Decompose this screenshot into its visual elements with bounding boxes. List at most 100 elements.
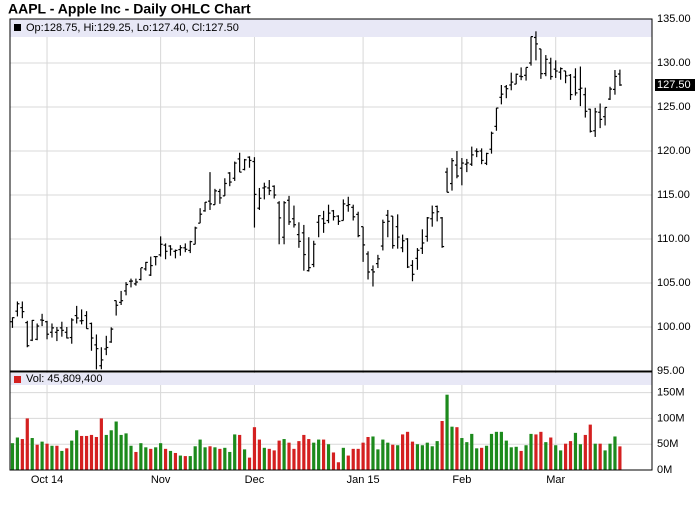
volume-bar (396, 445, 400, 470)
volume-bar (208, 446, 212, 470)
volume-bar (203, 447, 207, 470)
volume-bar (218, 448, 222, 470)
y-tick-label: 150M (657, 387, 685, 399)
volume-bar (475, 448, 479, 470)
volume-bar (455, 427, 459, 470)
volume-bar (287, 442, 291, 470)
volume-bar (272, 450, 276, 470)
volume-bar (568, 441, 573, 470)
volume-bar (40, 441, 44, 470)
volume-bar (401, 434, 405, 470)
volume-bar (336, 462, 341, 470)
info-swatch (14, 24, 21, 31)
volume-bar (70, 440, 74, 470)
y-tick-label: 100.00 (657, 321, 691, 333)
volume-bar (410, 441, 415, 470)
chart-title: AAPL - Apple Inc - Daily OHLC Chart (8, 1, 251, 17)
volume-bar (15, 437, 20, 470)
volume-bar (356, 448, 360, 470)
y-tick-label: 50M (657, 438, 678, 450)
y-tick-label: 130.00 (657, 57, 691, 69)
volume-bar (435, 441, 439, 470)
volume-bar (341, 447, 345, 470)
volume-bar (168, 450, 173, 470)
volume-bar (549, 437, 553, 470)
volume-bar (331, 452, 336, 470)
volume-bar (292, 448, 296, 470)
volume-bar (504, 440, 508, 470)
y-tick-label: 120.00 (657, 145, 691, 157)
volume-bar (154, 447, 158, 470)
volume-bar (139, 443, 143, 470)
volume-bar (297, 441, 301, 470)
volume-bar (405, 431, 410, 470)
volume-bar (608, 443, 612, 470)
volume-bar (45, 443, 49, 470)
x-tick-label: Jan 15 (347, 474, 380, 486)
volume-bar (425, 442, 429, 470)
volume-bar (198, 439, 202, 470)
volume-bar (529, 433, 533, 470)
volume-bar (119, 434, 123, 470)
volume-bar (178, 455, 182, 470)
volume-bar (247, 457, 252, 470)
volume-bar (573, 432, 578, 470)
y-tick-label: 100M (657, 412, 685, 424)
volume-bar (188, 456, 192, 470)
volume-bar (381, 439, 385, 470)
volume-bar (559, 450, 563, 470)
volume-bar (445, 394, 449, 470)
volume-bar (149, 448, 153, 470)
volume-bar (524, 445, 528, 470)
volume-bar (489, 433, 494, 470)
volume-bar (262, 447, 266, 470)
volume-bar (109, 430, 113, 470)
volume-bar (302, 434, 306, 470)
x-tick-label: Feb (452, 474, 471, 486)
volume-bar (282, 439, 286, 470)
volume-bar (470, 433, 474, 470)
volume-bar (351, 448, 355, 470)
info-strip (10, 373, 652, 385)
volume-bar (391, 444, 395, 470)
y-tick-label: 125.00 (657, 101, 691, 113)
volume-bar (159, 443, 163, 470)
volume-bar (460, 438, 464, 470)
x-tick-label: Nov (151, 474, 171, 486)
info-swatch (14, 376, 21, 383)
y-tick-label: 0M (657, 464, 672, 476)
y-tick-label: 135.00 (657, 13, 691, 25)
volume-bar (509, 447, 513, 470)
volume-bar (124, 433, 128, 470)
volume-bar (307, 439, 311, 470)
volume-info: Vol: 45,809,400 (26, 373, 102, 385)
volume-bar (213, 447, 217, 470)
volume-bar (65, 448, 69, 470)
volume-bar (277, 440, 281, 470)
volume-bar (223, 447, 227, 470)
volume-bar (20, 439, 24, 470)
volume-bar (544, 442, 548, 470)
volume-bar (386, 442, 390, 470)
volume-bar (50, 445, 54, 470)
volume-bar (539, 431, 543, 470)
volume-bar (257, 439, 261, 470)
y-tick-label: 115.00 (657, 189, 690, 201)
volume-bar (104, 434, 108, 470)
volume-bar (588, 424, 592, 470)
volume-bar (554, 445, 558, 470)
y-tick-label: 105.00 (657, 277, 691, 289)
volume-bar (484, 445, 489, 470)
volume-bar (420, 445, 424, 470)
volume-bar (30, 438, 34, 470)
volume-bar (25, 418, 29, 470)
volume-bar (465, 442, 469, 470)
volume-bar (183, 456, 187, 470)
last-price-tag (655, 79, 695, 91)
volume-bar (99, 418, 103, 470)
volume-bar (163, 448, 168, 470)
volume-bar (598, 443, 602, 470)
volume-bar (519, 450, 523, 470)
volume-bar (242, 449, 247, 470)
